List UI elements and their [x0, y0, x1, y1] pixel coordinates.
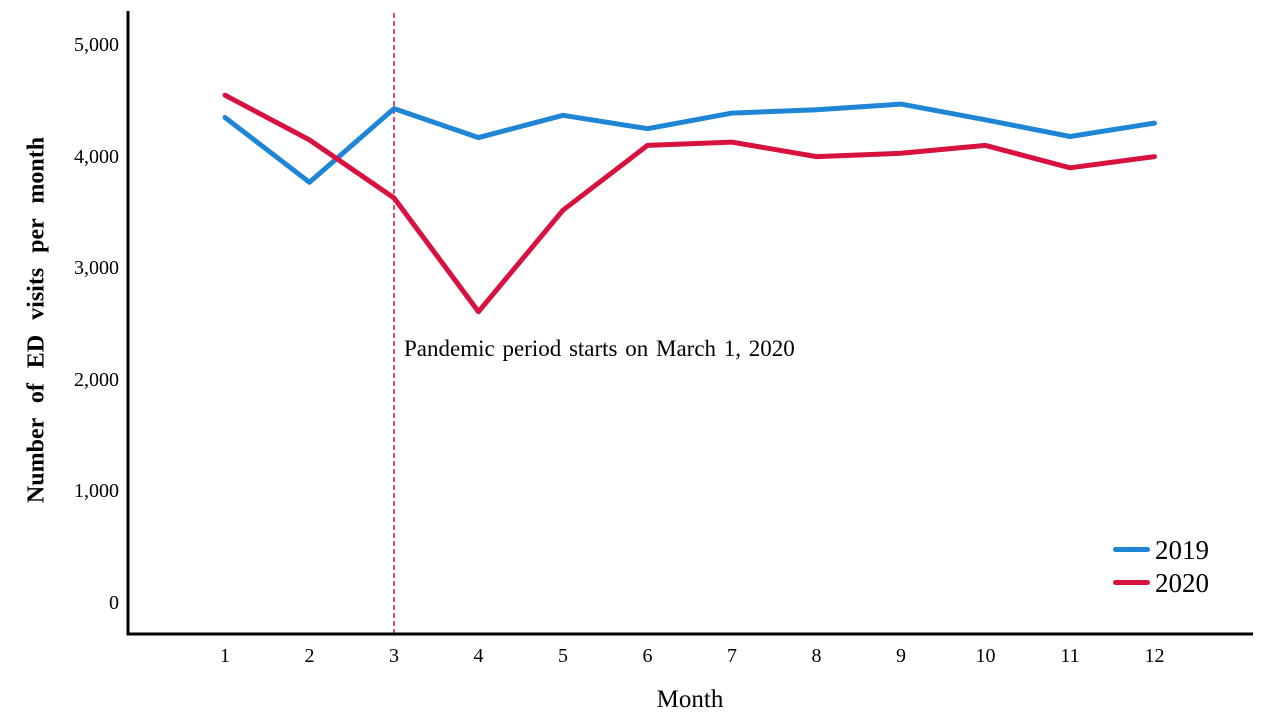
x-tick-label: 7 [727, 645, 737, 667]
x-tick-label: 5 [558, 645, 568, 667]
pandemic-annotation: Pandemic period starts on March 1, 2020 [404, 336, 795, 361]
y-tick-label: 0 [109, 592, 119, 614]
y-tick-label: 1,000 [74, 480, 119, 503]
y-axis-title: Number of ED visits per month [23, 136, 50, 504]
x-tick-label: 1 [220, 645, 230, 667]
x-tick-label: 9 [896, 645, 906, 667]
legend-label-2020: 2020 [1155, 567, 1209, 598]
x-tick-label: 8 [811, 645, 822, 667]
x-tick-label: 2 [304, 645, 315, 667]
legend-label-2019: 2019 [1155, 534, 1209, 565]
legend-swatch-2019-icon [1113, 547, 1150, 552]
legend: 2019 2020 [1113, 533, 1209, 599]
legend-entry-2020: 2020 [1113, 566, 1209, 599]
y-tick-label: 3,000 [74, 257, 119, 280]
y-tick-label: 4,000 [74, 145, 119, 168]
legend-entry-2019: 2019 [1113, 533, 1209, 566]
series-line-2020 [222, 92, 1157, 315]
x-axis-title: Month [656, 686, 724, 713]
y-tick-label: 5,000 [74, 34, 119, 56]
x-tick-label: 10 [975, 645, 996, 667]
legend-swatch-2020-icon [1113, 580, 1150, 585]
x-tick-label: 12 [1144, 645, 1165, 667]
x-tick-label: 3 [389, 645, 399, 667]
x-tick-label: 6 [642, 645, 653, 667]
y-tick-label: 2,000 [74, 368, 119, 391]
series-line-2019 [222, 101, 1157, 185]
x-tick-label: 11 [1060, 645, 1080, 667]
x-tick-label: 4 [473, 645, 484, 667]
